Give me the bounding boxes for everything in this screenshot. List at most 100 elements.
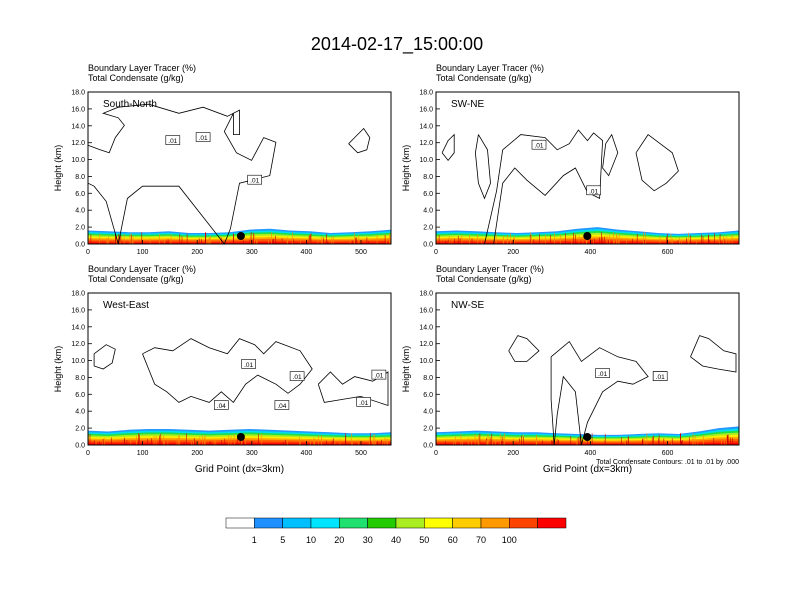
contour-label-box — [652, 371, 668, 381]
colorbar-label: 20 — [334, 535, 344, 545]
condensate-contour — [635, 134, 679, 192]
y-tick-label: 4.0 — [75, 208, 85, 215]
figure-title: 2014-02-17_15:00:00 — [311, 34, 483, 55]
contour-label-box — [595, 368, 610, 378]
location-marker — [583, 433, 592, 441]
y-tick-label: 4.0 — [75, 409, 85, 416]
contour-label: .01 — [250, 178, 259, 185]
colorbar-label: 50 — [419, 535, 429, 545]
tracer-texture — [88, 433, 388, 445]
x-axis-label: Grid Point (dx=3km) — [543, 464, 632, 475]
panel-header-tracer: Boundary Layer Tracer (%) — [436, 264, 544, 274]
x-tick-label: 200 — [191, 450, 203, 457]
contour-label: .01 — [374, 373, 383, 380]
condensate-contour — [348, 127, 371, 154]
y-tick-label: 8.0 — [423, 174, 433, 181]
condensate-contour — [93, 344, 116, 370]
x-tick-label: 0 — [434, 450, 438, 457]
plot-frame — [87, 91, 392, 245]
contour-label: .01 — [656, 374, 665, 381]
colorbar-swatch — [282, 517, 312, 529]
y-tick-label: 18.0 — [419, 90, 433, 97]
colorbar-label: 100 — [502, 535, 517, 545]
colorbar-label: 60 — [448, 535, 458, 545]
contour-label-box — [195, 132, 211, 142]
contour-label: .01 — [199, 135, 208, 142]
colorbar-label: 5 — [280, 535, 285, 545]
contour-label: .01 — [244, 362, 253, 369]
panel-header-condensate: Total Condensate (g/kg) — [88, 274, 184, 284]
y-tick-label: 2.0 — [423, 225, 433, 232]
y-axis-label: Height (km) — [401, 346, 411, 393]
x-tick-label: 400 — [585, 249, 597, 256]
panel-header-condensate: Total Condensate (g/kg) — [88, 73, 184, 83]
y-tick-label: 0.0 — [423, 443, 433, 450]
contour-label: .01 — [589, 188, 598, 195]
y-tick-label: 2.0 — [423, 426, 433, 433]
panel-header-tracer: Boundary Layer Tracer (%) — [88, 63, 196, 73]
x-tick-label: 600 — [662, 450, 674, 457]
condensate-contour — [690, 335, 737, 373]
x-tick-label: 200 — [507, 450, 519, 457]
condensate-contour — [474, 134, 491, 200]
colorbar-swatch — [480, 517, 510, 529]
x-tick-label: 0 — [86, 249, 90, 256]
x-tick-label: 500 — [355, 450, 367, 457]
panel-name: West-East — [103, 300, 149, 311]
contour-footnote: Total Condensate Contours: .01 to .01 by… — [596, 459, 739, 466]
y-tick-label: 8.0 — [75, 174, 85, 181]
y-tick-label: 12.0 — [71, 140, 85, 147]
colorbar-swatch — [367, 517, 397, 529]
panel-name: South-North — [103, 99, 157, 110]
contour-label-box — [214, 400, 229, 410]
colorbar-swatch — [537, 517, 567, 529]
tracer-texture — [445, 433, 739, 445]
condensate-contour — [317, 371, 389, 407]
colorbar-label: 70 — [476, 535, 486, 545]
contour-label: .01 — [598, 371, 607, 378]
condensate-contour — [550, 340, 649, 446]
contour-label-box — [356, 397, 372, 407]
panel-header-condensate: Total Condensate (g/kg) — [436, 73, 532, 83]
x-tick-label: 400 — [301, 450, 313, 457]
y-tick-label: 8.0 — [75, 375, 85, 382]
contour-label: .01 — [534, 143, 543, 150]
location-marker — [236, 433, 245, 441]
contour-label: .04 — [217, 403, 226, 410]
condensate-contour — [602, 133, 619, 177]
y-tick-label: 2.0 — [75, 225, 85, 232]
condensate-contour — [87, 103, 277, 245]
panel-name: SW-NE — [451, 99, 484, 110]
y-tick-label: 14.0 — [71, 324, 85, 331]
panel-header-tracer: Boundary Layer Tracer (%) — [436, 63, 544, 73]
condensate-contour — [142, 338, 313, 404]
x-tick-label: 600 — [662, 249, 674, 256]
y-tick-label: 10.0 — [419, 358, 433, 365]
colorbar: 1 5 10 20 30 40 50 60 70 100 — [225, 517, 567, 545]
condensate-contour — [441, 133, 455, 162]
colorbar-label: 10 — [306, 535, 316, 545]
x-tick-label: 100 — [137, 450, 149, 457]
colorbar-swatch — [339, 517, 368, 529]
colorbar-swatch — [254, 517, 283, 529]
y-tick-label: 2.0 — [75, 426, 85, 433]
y-tick-label: 8.0 — [423, 375, 433, 382]
y-tick-label: 10.0 — [419, 157, 433, 164]
panel-west-east: Boundary Layer Tracer (%)Total Condensat… — [53, 264, 392, 475]
colorbar-swatch — [395, 517, 425, 529]
y-tick-label: 16.0 — [419, 307, 433, 314]
y-tick-label: 14.0 — [71, 123, 85, 130]
y-axis-label: Height (km) — [53, 145, 63, 192]
y-axis-label: Height (km) — [401, 145, 411, 192]
y-tick-label: 16.0 — [419, 106, 433, 113]
location-marker — [236, 232, 245, 240]
plot-frame — [435, 91, 740, 245]
y-tick-label: 0.0 — [75, 443, 85, 450]
contour-label: .01 — [359, 400, 368, 407]
x-tick-label: 0 — [86, 450, 90, 457]
colorbar-swatch — [310, 517, 340, 529]
colorbar-swatch — [225, 517, 255, 529]
y-tick-label: 14.0 — [419, 324, 433, 331]
y-tick-label: 0.0 — [75, 242, 85, 249]
panel-nw-se: Boundary Layer Tracer (%) Total Condensat… — [401, 264, 740, 475]
